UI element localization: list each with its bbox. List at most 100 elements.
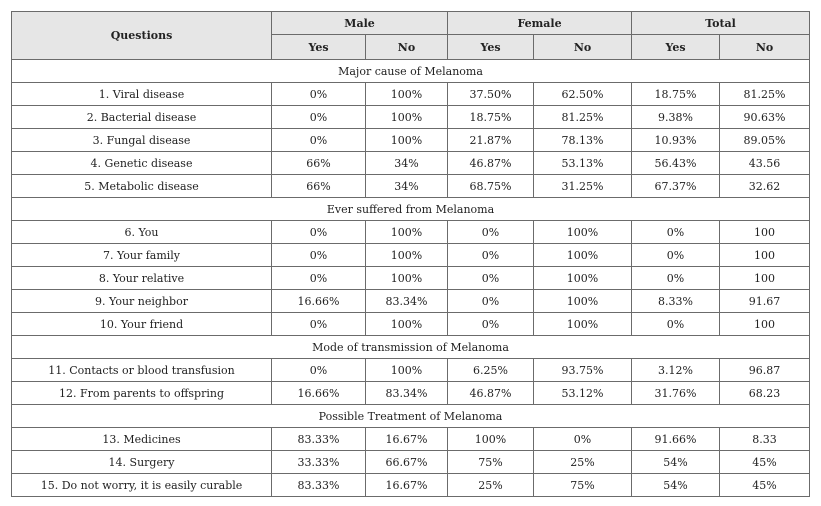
table-row: 11. Contacts or blood transfusion 0% 100% 6… (11, 358, 811, 382)
value-cell: 89.05% (719, 128, 811, 152)
section-title: Ever suffered from Melanoma (10, 197, 811, 221)
value-cell: 8.33 (719, 427, 811, 451)
value-cell: 100% (533, 312, 633, 336)
value-cell: 25% (533, 450, 633, 474)
value-cell: 100% (533, 243, 633, 267)
value-cell: 68.23 (719, 381, 811, 405)
value-cell: 90.63% (719, 105, 811, 129)
value-cell: 81.25% (533, 105, 633, 129)
value-cell: 100% (533, 289, 633, 313)
value-cell: 100 (719, 220, 811, 244)
value-cell: 68.75% (447, 174, 535, 198)
value-cell: 100% (364, 358, 449, 382)
value-cell: 0% (447, 243, 535, 267)
question-cell: 12. From parents to offspring (11, 381, 272, 405)
value-cell: 54% (631, 473, 721, 497)
question-cell: 3. Fungal disease (11, 128, 272, 152)
value-cell: 66.67% (364, 450, 449, 474)
table-row: 4. Genetic disease 66% 34% 46.87% 53.13% 56.4… (11, 151, 811, 175)
value-cell: 31.25% (533, 174, 633, 198)
table-row: 3. Fungal disease 0% 100% 21.87% 78.13% 10.93… (11, 128, 811, 152)
value-cell: 0% (631, 220, 721, 244)
value-cell: 75% (447, 450, 535, 474)
value-cell: 53.12% (533, 381, 633, 405)
value-cell: 100% (533, 220, 633, 244)
value-cell: 31.76% (631, 381, 721, 405)
table-row: 6. You 0% 100% 0% 100% 0% 100 (11, 220, 811, 244)
value-cell: 34% (364, 174, 449, 198)
male-yes-header: Yes (271, 34, 366, 60)
table-row: 13. Medicines 83.33% 16.67% 100% 0% 91.66% 8.3… (11, 427, 811, 451)
table-row: 1. Viral disease 0% 100% 37.50% 62.50% 18.75%… (11, 82, 811, 106)
value-cell: 0% (533, 427, 633, 451)
value-cell: 46.87% (447, 381, 535, 405)
value-cell: 0% (271, 220, 366, 244)
table-row: 5. Metabolic disease 66% 34% 68.75% 31.25% 67… (11, 174, 811, 198)
value-cell: 100 (719, 243, 811, 267)
value-cell: 45% (719, 450, 811, 474)
question-cell: 2. Bacterial disease (11, 105, 272, 129)
total-no-header: No (719, 34, 811, 60)
value-cell: 18.75% (631, 82, 721, 106)
value-cell: 81.25% (719, 82, 811, 106)
question-cell: 4. Genetic disease (11, 151, 272, 175)
value-cell: 0% (631, 312, 721, 336)
section-title: Major cause of Melanoma (10, 59, 811, 83)
value-cell: 67.37% (631, 174, 721, 198)
value-cell: 16.66% (271, 289, 366, 313)
table-row: 12. From parents to offspring 16.66% 83.34… (11, 381, 811, 405)
question-cell: 1. Viral disease (11, 82, 272, 106)
table-body: Major cause of Melanoma 1. Viral disease 0… (10, 59, 811, 497)
value-cell: 83.34% (364, 381, 449, 405)
table-row: 14. Surgery 33.33% 66.67% 75% 25% 54% 45% (11, 450, 811, 474)
value-cell: 83.34% (364, 289, 449, 313)
value-cell: 53.13% (533, 151, 633, 175)
section-row: Possible Treatment of Melanoma (10, 404, 811, 428)
value-cell: 34% (364, 151, 449, 175)
table-row: 15. Do not worry, it is easily curable 83… (11, 473, 811, 497)
value-cell: 91.67 (719, 289, 811, 313)
section-title: Possible Treatment of Melanoma (10, 404, 811, 428)
question-cell: 7. Your family (11, 243, 272, 267)
table-row: 9. Your neighbor 16.66% 83.34% 0% 100% 8.33% 9… (11, 289, 811, 313)
value-cell: 0% (631, 266, 721, 290)
question-cell: 8. Your relative (11, 266, 272, 290)
value-cell: 37.50% (447, 82, 535, 106)
value-cell: 8.33% (631, 289, 721, 313)
value-cell: 100% (364, 82, 449, 106)
value-cell: 0% (447, 289, 535, 313)
table-row: 10. Your friend 0% 100% 0% 100% 0% 100 (11, 312, 811, 336)
value-cell: 3.12% (631, 358, 721, 382)
value-cell: 18.75% (447, 105, 535, 129)
value-cell: 100% (364, 128, 449, 152)
value-cell: 16.67% (364, 427, 449, 451)
value-cell: 100 (719, 312, 811, 336)
value-cell: 62.50% (533, 82, 633, 106)
table-row: 2. Bacterial disease 0% 100% 18.75% 81.25% 9.… (11, 105, 811, 129)
value-cell: 45% (719, 473, 811, 497)
table-header: Questions Male Female Total Yes No Yes N… (11, 11, 811, 60)
value-cell: 100% (364, 266, 449, 290)
value-cell: 16.66% (271, 381, 366, 405)
question-cell: 11. Contacts or blood transfusion (11, 358, 272, 382)
value-cell: 0% (271, 105, 366, 129)
female-no-header: No (533, 34, 633, 60)
value-cell: 0% (447, 266, 535, 290)
value-cell: 0% (271, 358, 366, 382)
questions-header: Questions (11, 11, 272, 60)
male-header: Male (270, 11, 449, 35)
value-cell: 0% (271, 243, 366, 267)
value-cell: 0% (447, 312, 535, 336)
value-cell: 21.87% (447, 128, 535, 152)
value-cell: 56.43% (631, 151, 721, 175)
question-cell: 15. Do not worry, it is easily curable (11, 473, 272, 497)
value-cell: 91.66% (631, 427, 721, 451)
value-cell: 33.33% (271, 450, 366, 474)
question-cell: 6. You (11, 220, 272, 244)
value-cell: 100 (719, 266, 811, 290)
male-no-header: No (364, 34, 449, 60)
value-cell: 43.56 (719, 151, 811, 175)
value-cell: 93.75% (533, 358, 633, 382)
value-cell: 16.67% (364, 473, 449, 497)
value-cell: 0% (271, 82, 366, 106)
